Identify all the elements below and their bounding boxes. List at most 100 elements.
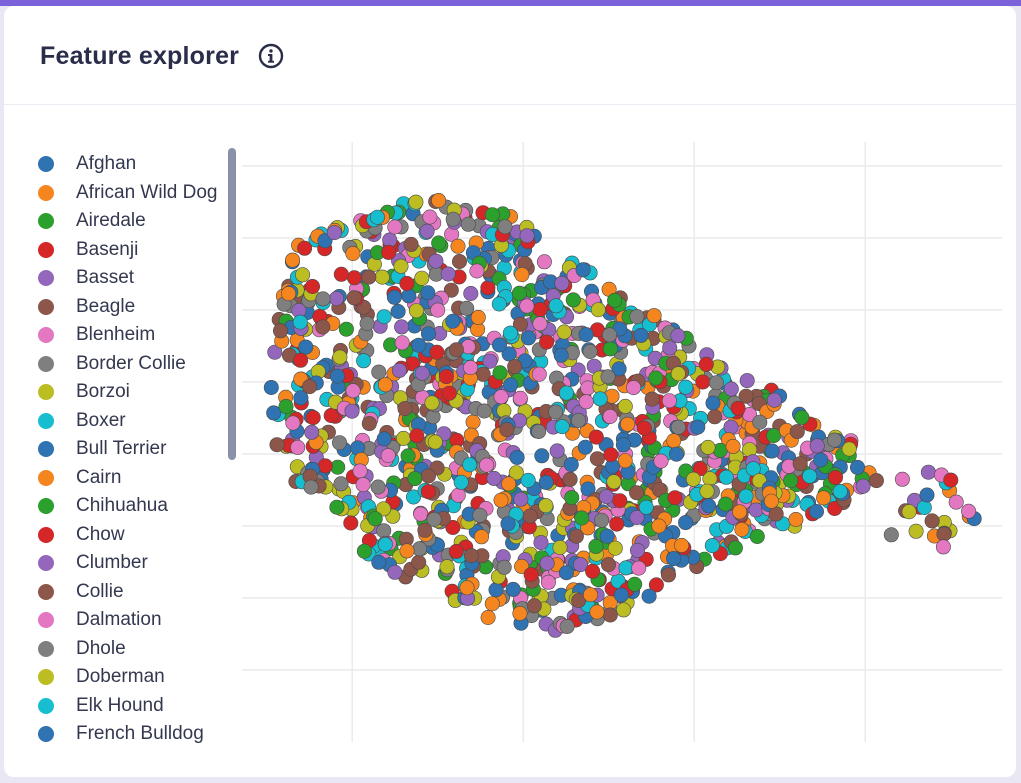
scatter-point xyxy=(438,369,454,385)
legend-item[interactable]: Bull Terrier xyxy=(34,435,234,464)
scatter-point xyxy=(376,501,392,517)
legend-item[interactable]: Afghan xyxy=(34,150,234,179)
scatter-point xyxy=(417,522,433,538)
legend-item[interactable]: Airedale xyxy=(34,207,234,236)
legend-item[interactable]: African Wild Dog xyxy=(34,179,234,208)
scatter-point xyxy=(594,512,610,528)
legend-item[interactable]: Border Collie xyxy=(34,350,234,379)
scatter-point xyxy=(448,342,464,358)
legend-item[interactable]: Beagle xyxy=(34,293,234,322)
scatter-point xyxy=(553,347,569,363)
legend-label: Clumber xyxy=(76,552,148,573)
scatter-point xyxy=(554,275,570,291)
scatter-point xyxy=(431,192,447,208)
legend-scrollbar[interactable] xyxy=(228,148,236,460)
scatter-point xyxy=(493,492,509,508)
scatter-point xyxy=(267,344,283,360)
scatter-point xyxy=(452,254,468,270)
scatter-point xyxy=(377,377,393,393)
scatter-point xyxy=(480,609,496,625)
info-circle-icon[interactable] xyxy=(258,43,284,69)
legend-item[interactable]: Dhole xyxy=(34,635,234,664)
scatter-point xyxy=(431,235,447,251)
scatter-point xyxy=(936,526,952,542)
scatter-point xyxy=(266,405,282,421)
legend-swatch xyxy=(38,441,54,457)
scatter-point xyxy=(648,577,664,593)
legend-label: Bull Terrier xyxy=(76,438,167,459)
scatter-point xyxy=(813,452,829,468)
scatter-point xyxy=(738,388,754,404)
legend-item[interactable]: Borzoi xyxy=(34,378,234,407)
legend-item[interactable]: Boxer xyxy=(34,407,234,436)
scatter-point xyxy=(272,323,288,339)
scatter-point xyxy=(662,340,678,356)
legend-swatch xyxy=(38,583,54,600)
legend-label: French Bulldog xyxy=(76,723,204,743)
legend-item[interactable]: French Bulldog xyxy=(34,720,234,743)
scatter-point xyxy=(430,302,446,318)
scatter-point xyxy=(616,602,632,618)
page-title: Feature explorer xyxy=(40,42,240,70)
scatter-point xyxy=(592,391,608,407)
scatter-point xyxy=(511,285,527,301)
scatter-point xyxy=(472,507,488,523)
scatter-point xyxy=(501,346,517,362)
legend-item[interactable]: Basset xyxy=(34,264,234,293)
scatter-point xyxy=(589,451,605,467)
scatter-point xyxy=(399,543,415,559)
legend-item[interactable]: Chow xyxy=(34,521,234,550)
scatter-point xyxy=(749,528,765,544)
legend-swatch xyxy=(38,697,54,714)
scatter-point xyxy=(409,428,425,444)
scatter-point xyxy=(666,551,682,567)
scatter-point xyxy=(562,471,578,487)
scatter-point xyxy=(651,518,667,534)
scatter-point xyxy=(333,266,349,282)
legend-item[interactable]: Cairn xyxy=(34,464,234,493)
scatter-point xyxy=(414,270,430,286)
scatter-point xyxy=(303,479,319,495)
scatter-point xyxy=(492,365,508,381)
scatter-point xyxy=(512,390,528,406)
scatter-point xyxy=(293,390,309,406)
legend-label: Doberman xyxy=(76,666,165,687)
scatter-point xyxy=(463,286,479,302)
scatter-point xyxy=(920,464,936,480)
scatter-point xyxy=(377,536,393,552)
scatter-point xyxy=(380,448,396,464)
scatter-point xyxy=(465,414,481,430)
legend-item[interactable]: Elk Hound xyxy=(34,692,234,721)
legend-label: Basset xyxy=(76,267,135,288)
scatter-point xyxy=(548,298,564,314)
scatter-point xyxy=(448,543,464,559)
scatter-point xyxy=(298,339,314,355)
legend-item[interactable]: Clumber xyxy=(34,549,234,578)
scatter-point xyxy=(420,285,436,301)
scatter-point xyxy=(572,557,588,573)
scatter-point xyxy=(411,554,427,570)
scatter-point xyxy=(607,540,623,556)
legend-item[interactable]: Basenji xyxy=(34,236,234,265)
scatter-point xyxy=(816,490,832,506)
scatter-point xyxy=(470,309,486,325)
scatter-point xyxy=(520,330,536,346)
scatter-point xyxy=(935,539,951,555)
scatter-point xyxy=(626,380,642,396)
scatter-point xyxy=(615,437,631,453)
scatter-point xyxy=(606,474,622,490)
scatter-point xyxy=(809,438,825,454)
legend-item[interactable]: Doberman xyxy=(34,663,234,692)
legend-item[interactable]: Chihuahua xyxy=(34,492,234,521)
scatter-point xyxy=(618,560,634,576)
scatter-point xyxy=(420,484,436,500)
scatter-point xyxy=(304,279,320,295)
legend-item[interactable]: Dalmation xyxy=(34,606,234,635)
legend-item[interactable]: Blenheim xyxy=(34,321,234,350)
scatter-point xyxy=(636,420,652,436)
legend-swatch xyxy=(38,241,54,258)
scatter-point xyxy=(278,398,294,414)
scatter-point xyxy=(629,542,645,558)
scatter-point xyxy=(660,567,676,583)
legend-item[interactable]: Collie xyxy=(34,578,234,607)
